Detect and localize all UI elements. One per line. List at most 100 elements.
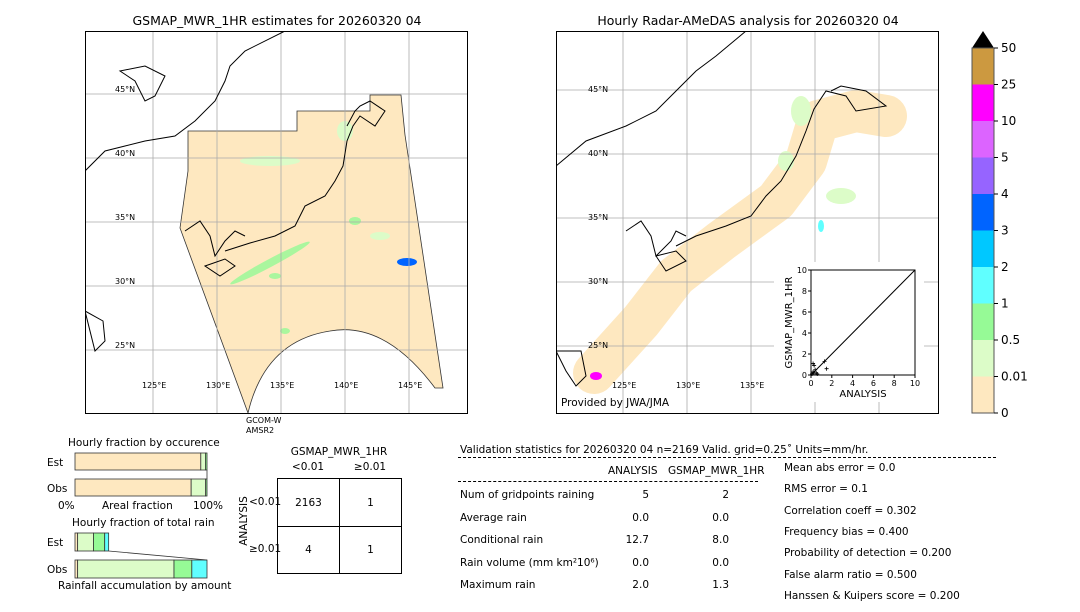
colorbar-tick-label: 3	[1001, 224, 1009, 238]
colorbar-tick-label: 5	[1001, 151, 1009, 165]
score-line: Correlation coeff = 0.302	[784, 504, 917, 517]
scatter-point	[810, 371, 815, 376]
x-tick: 100%	[193, 500, 224, 512]
lon-label: 140°E	[334, 381, 359, 390]
left-map-title: GSMAP_MWR_1HR estimates for 20260320 04	[132, 13, 422, 28]
lat-label: 25°N	[115, 341, 136, 350]
stat-row-label: Conditional rain	[460, 534, 544, 546]
scatter-point	[811, 361, 816, 366]
stat-gsmap-value: 8.0	[712, 534, 729, 546]
x-tick-label: 2	[829, 379, 834, 388]
stat-row-label: Rain volume (mm km²10⁶)	[460, 556, 599, 569]
colorbar-tick-label: 4	[1001, 187, 1009, 201]
cell-false-alarm: 1	[367, 497, 374, 509]
lon-label: 145°E	[398, 381, 423, 390]
colorbar-segment	[972, 48, 994, 85]
occurrence-bars	[74, 452, 208, 497]
col-gsmap: GSMAP_MWR_1HR	[668, 465, 765, 477]
contingency-col-title: GSMAP_MWR_1HR	[290, 446, 388, 458]
lon-label: 130°E	[676, 381, 701, 390]
x-tick-label: 8	[892, 379, 897, 388]
heavy-rain-cell	[397, 258, 417, 266]
colorbar-tick-label: 1	[1001, 297, 1009, 311]
lon-label: 125°E	[142, 381, 167, 390]
stat-gsmap-value: 0.0	[712, 511, 729, 524]
stat-gsmap-value: 2	[722, 489, 729, 501]
stat-gsmap-value: 1.3	[712, 579, 729, 591]
divider	[458, 481, 758, 482]
satellite-label: GCOM-W	[246, 416, 282, 425]
scatter-point	[822, 359, 827, 364]
colorbar: 0 0.01 0.5 1 2 3 4 5 10 25 50	[971, 31, 1028, 420]
cell-hit: 1	[367, 544, 374, 556]
colorbar-tick-label: 25	[1001, 78, 1016, 92]
colorbar-extend-arrow	[972, 31, 994, 48]
row-label: ≥0.01	[249, 543, 282, 555]
colorbar-tick-label: 50	[1001, 41, 1016, 55]
stat-row-label: Num of gridpoints raining	[460, 489, 595, 501]
occurrence-title: Hourly fraction by occurence	[68, 437, 220, 449]
lat-label: 35°N	[588, 213, 609, 222]
cell-hits-none: 2163	[295, 497, 322, 509]
colorbar-segment	[972, 340, 994, 377]
scatter-point	[815, 371, 820, 376]
lat-label: 40°N	[115, 149, 136, 158]
scatter-ylabel: GSMAP_MWR_1HR	[784, 277, 795, 369]
est-label: Est	[47, 457, 64, 469]
lon-label: 135°E	[740, 381, 765, 390]
gsmap-swath	[179, 94, 444, 415]
lat-label: 30°N	[588, 277, 609, 286]
stat-analysis-value: 0.0	[632, 511, 649, 524]
diagonal-line	[810, 269, 916, 376]
col-label: <0.01	[291, 461, 325, 473]
score-line: Probability of detection = 0.200	[784, 547, 952, 560]
bar-segment-est	[93, 532, 106, 552]
colorbar-segment	[972, 121, 994, 158]
colorbar-tick-label: 2	[1001, 260, 1009, 274]
colorbar-segment	[972, 194, 994, 231]
y-tick-label: 0	[802, 371, 807, 380]
lat-label: 25°N	[588, 341, 609, 350]
left-map	[85, 31, 468, 415]
heavy-rain-cell	[590, 372, 602, 380]
rain-fraction-bars	[74, 532, 208, 579]
y-tick-label: 10	[797, 266, 807, 275]
x-tick-label: 4	[850, 379, 855, 388]
lon-label: 135°E	[270, 381, 295, 390]
colorbar-tick-label: 10	[1001, 114, 1016, 128]
obs-label: Obs	[47, 564, 68, 576]
divider	[458, 457, 996, 458]
bar-segment-est	[74, 452, 202, 471]
y-tick-label: 6	[802, 308, 807, 317]
lat-label: 45°N	[588, 85, 609, 94]
bar-segment-obs	[205, 478, 208, 497]
rain-band	[230, 241, 310, 285]
coastlines	[85, 31, 386, 352]
gridlines	[85, 31, 468, 414]
bar-segment-obs	[173, 559, 193, 579]
colorbar-tick-label: 0	[1001, 406, 1009, 420]
bar-segment-obs	[77, 559, 175, 579]
x-tick-label: 10	[910, 379, 920, 388]
bar-segment-obs	[190, 478, 207, 497]
x-tick-label: 0	[808, 379, 813, 388]
bar-segment-obs	[74, 478, 192, 497]
score-line: Hanssen & Kuipers score = 0.200	[784, 589, 960, 602]
colorbar-segment	[972, 376, 994, 413]
col-label: ≥0.01	[353, 461, 387, 473]
lat-label: 35°N	[115, 213, 136, 222]
radar-coverage	[573, 90, 907, 394]
stats-header: Validation statistics for 20260320 04 n=…	[460, 444, 869, 456]
right-map-title: Hourly Radar-AMeDAS analysis for 2026032…	[597, 13, 899, 28]
coastlines	[556, 31, 888, 387]
x-tick-label: 6	[871, 379, 876, 388]
scatter-point	[813, 367, 818, 372]
colorbar-segment	[972, 84, 994, 121]
stat-row-label: Maximum rain	[460, 579, 536, 591]
score-line: Mean abs error = 0.0	[784, 462, 896, 474]
connector-line	[108, 550, 208, 561]
scatter-point	[812, 363, 817, 368]
cell-miss: 4	[305, 544, 312, 556]
lat-label: 45°N	[115, 85, 136, 94]
